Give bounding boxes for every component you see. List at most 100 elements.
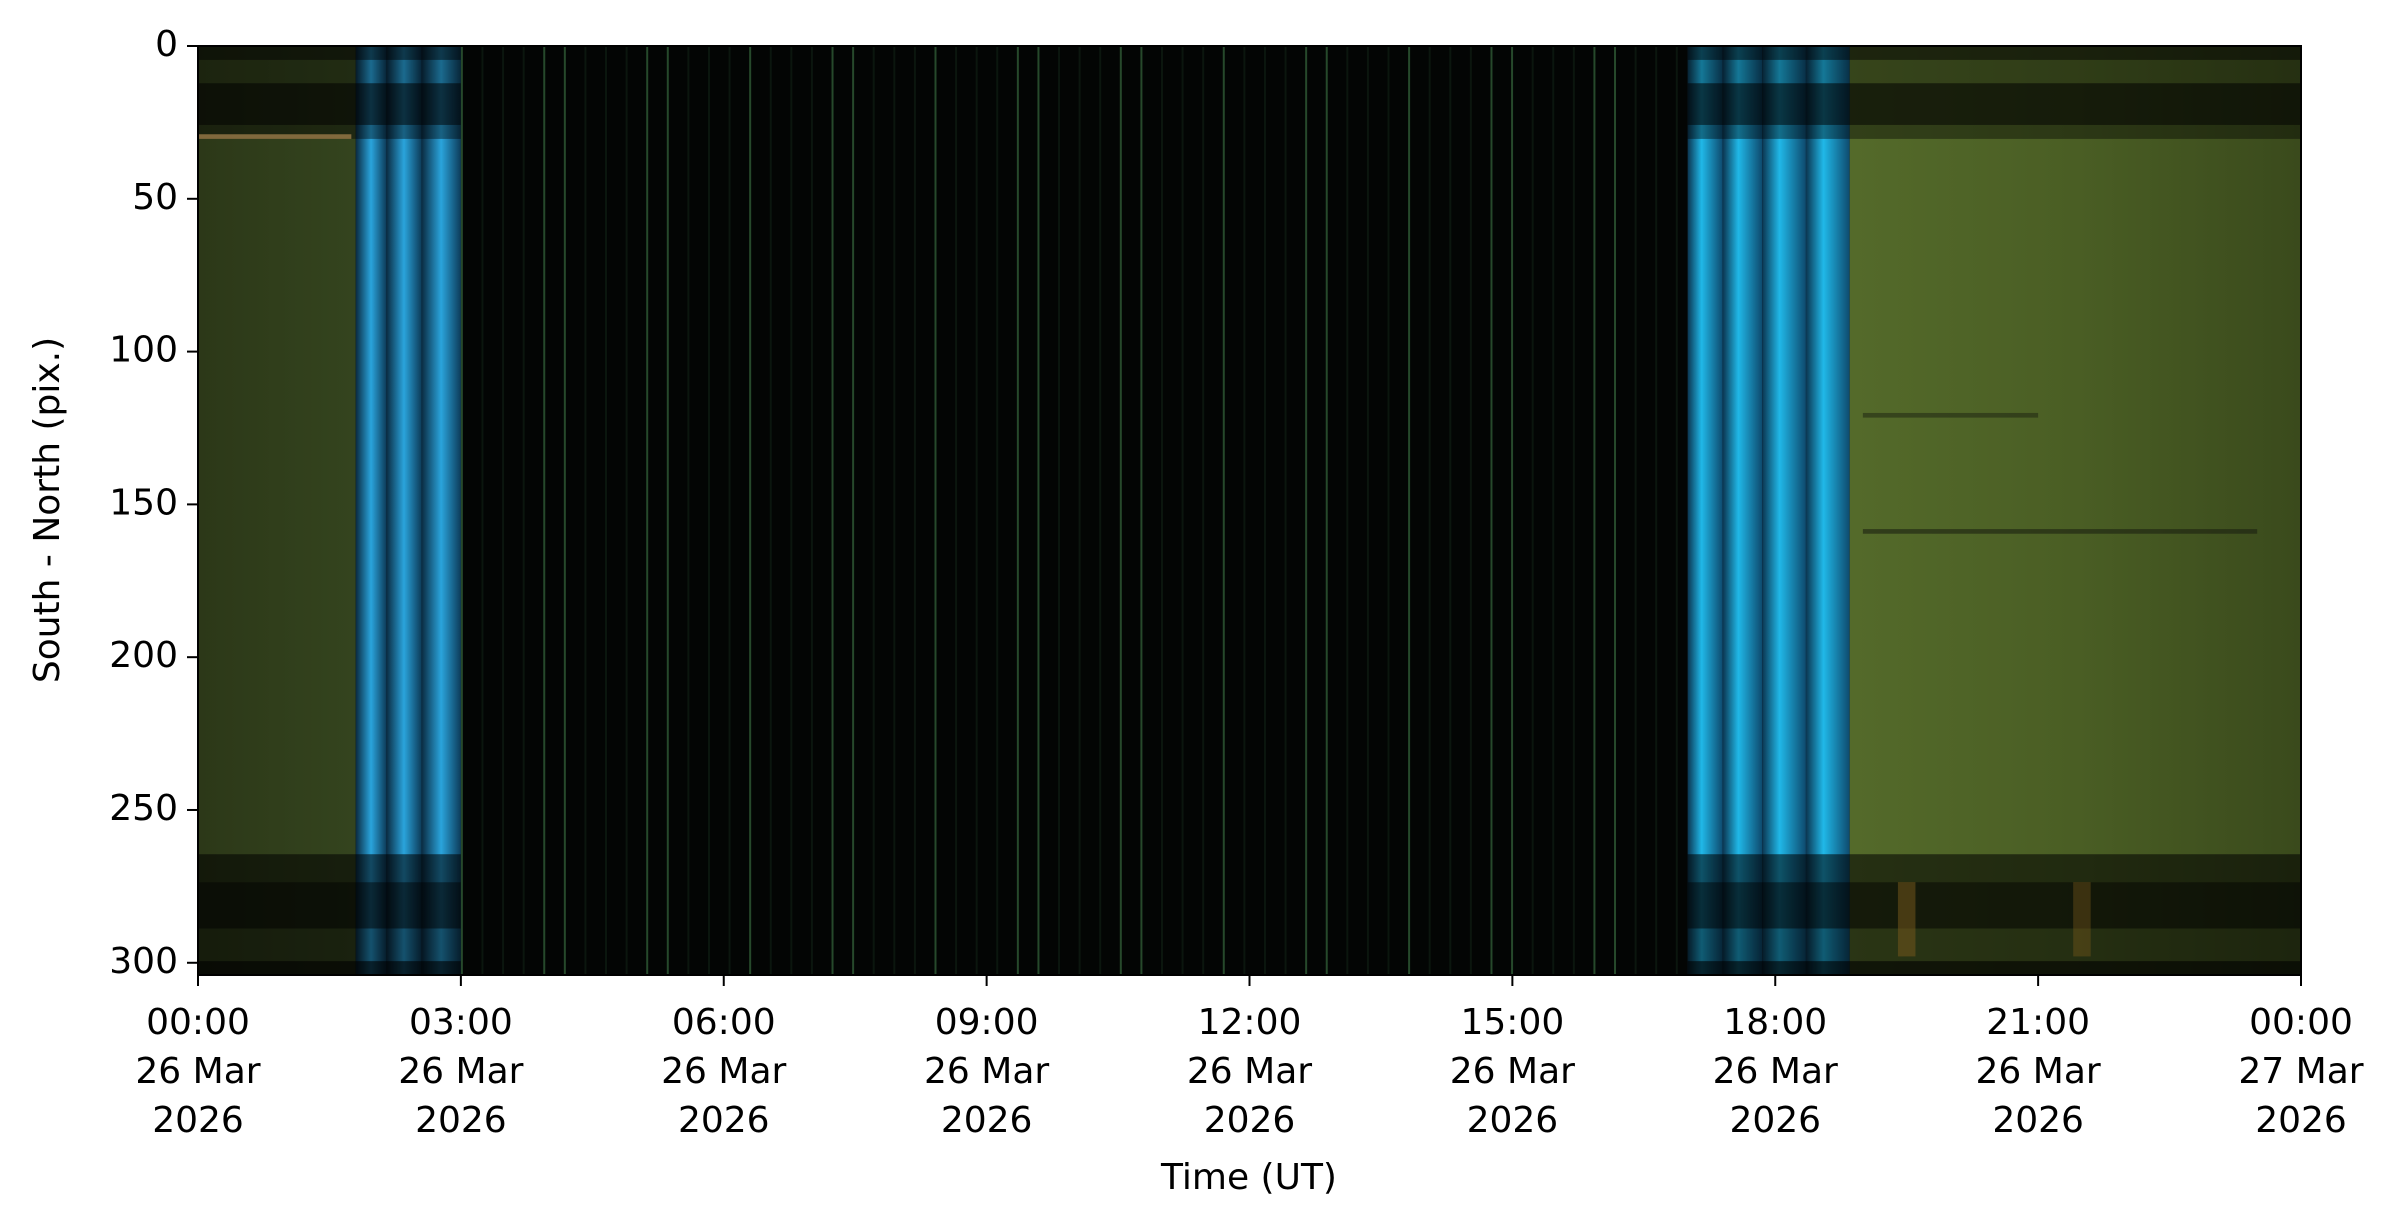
- image-stripe: [1181, 46, 1184, 975]
- image-region: [1687, 83, 2301, 125]
- image-stripe: [1428, 46, 1431, 975]
- x-axis-label: Time (UT): [1160, 1157, 1337, 1198]
- image-stripe: [1263, 46, 1266, 975]
- image-region: [198, 83, 461, 125]
- image-region: [355, 46, 387, 975]
- y-tick-label: 150: [109, 482, 178, 523]
- image-region: [1897, 882, 1916, 957]
- keogram-image: [198, 46, 2301, 975]
- image-stripe: [543, 46, 546, 975]
- image-region: [1862, 412, 2039, 418]
- image-stripe: [1655, 46, 1658, 975]
- y-axis-label: South - North (pix.): [27, 337, 68, 683]
- image-stripe: [1078, 46, 1081, 975]
- y-tick-label: 0: [155, 24, 178, 65]
- image-region: [1762, 46, 1806, 975]
- image-stripe: [1531, 46, 1534, 975]
- image-stripe: [790, 46, 793, 975]
- image-region: [1687, 124, 2301, 139]
- image-stripe: [1346, 46, 1349, 975]
- y-tick-label: 250: [109, 788, 178, 829]
- image-region: [1687, 882, 2301, 929]
- image-stripe: [913, 46, 916, 975]
- x-tick-label: 06:00 26 Mar 2026: [661, 1002, 786, 1141]
- image-stripe: [893, 46, 896, 975]
- image-region: [1687, 961, 2301, 975]
- image-stripe: [769, 46, 772, 975]
- image-region: [2073, 882, 2091, 957]
- y-tick-label: 100: [109, 330, 178, 371]
- image-region: [198, 59, 461, 84]
- image-region: [198, 46, 461, 60]
- image-region: [198, 134, 352, 139]
- image-stripe: [1016, 46, 1019, 975]
- image-stripe: [955, 46, 958, 975]
- image-stripe: [1469, 46, 1472, 975]
- image-stripe: [1675, 46, 1678, 975]
- image-stripe: [1593, 46, 1596, 975]
- image-region: [198, 961, 461, 975]
- image-stripe: [707, 46, 710, 975]
- image-stripe: [646, 46, 649, 975]
- image-stripe: [1634, 46, 1637, 975]
- image-region: [198, 928, 461, 962]
- image-stripe: [1366, 46, 1369, 975]
- image-stripe: [1552, 46, 1555, 975]
- image-stripe: [563, 46, 566, 975]
- image-stripe: [605, 46, 608, 975]
- image-stripe: [1099, 46, 1102, 975]
- image-region: [1687, 46, 2301, 60]
- image-stripe: [1305, 46, 1308, 975]
- image-region: [198, 854, 461, 883]
- x-tick-label: 12:00 26 Mar 2026: [1187, 1002, 1312, 1141]
- image-stripe: [1222, 46, 1225, 975]
- image-stripe: [749, 46, 752, 975]
- image-region: [1687, 59, 2301, 84]
- image-stripe: [1160, 46, 1163, 975]
- x-tick-label: 00:00 26 Mar 2026: [135, 1002, 260, 1141]
- image-stripe: [1325, 46, 1328, 975]
- image-stripe: [852, 46, 855, 975]
- image-stripe: [1058, 46, 1061, 975]
- image-region: [421, 46, 461, 975]
- image-stripe: [522, 46, 525, 975]
- image-stripe: [481, 46, 484, 975]
- image-region: [198, 46, 356, 975]
- image-stripe: [810, 46, 813, 975]
- image-stripe: [1511, 46, 1514, 975]
- image-region: [1687, 928, 2301, 962]
- image-stripe: [831, 46, 834, 975]
- image-stripe: [1614, 46, 1617, 975]
- image-region: [386, 46, 422, 975]
- x-tick-label: 03:00 26 Mar 2026: [398, 1002, 523, 1141]
- image-region: [1805, 46, 1850, 975]
- image-stripe: [687, 46, 690, 975]
- image-stripe: [1408, 46, 1411, 975]
- x-tick-label: 15:00 26 Mar 2026: [1450, 1002, 1575, 1141]
- image-stripe: [584, 46, 587, 975]
- y-tick-label: 50: [132, 177, 178, 218]
- y-tick-label: 200: [109, 635, 178, 676]
- image-stripe: [1572, 46, 1575, 975]
- x-tick-label: 18:00 26 Mar 2026: [1713, 1002, 1838, 1141]
- image-stripe: [975, 46, 978, 975]
- x-tick-label: 00:00 27 Mar 2026: [2238, 1002, 2363, 1141]
- axes: 0 50 100 150 200 250 300 00:00 26 Mar 2026 03:00 26…: [109, 24, 2363, 1141]
- image-stripe: [1387, 46, 1390, 975]
- image-stripe: [1037, 46, 1040, 975]
- image-stripe: [934, 46, 937, 975]
- image-stripe: [625, 46, 628, 975]
- y-tick-label: 300: [109, 941, 178, 982]
- image-stripe: [1284, 46, 1287, 975]
- image-region: [1849, 46, 2301, 975]
- image-stripe: [666, 46, 669, 975]
- image-stripe: [1140, 46, 1143, 975]
- image-stripe: [1243, 46, 1246, 975]
- image-stripe: [460, 46, 463, 975]
- image-stripe: [1490, 46, 1493, 975]
- image-region: [1687, 854, 2301, 883]
- image-stripe: [1202, 46, 1205, 975]
- image-stripe: [1449, 46, 1452, 975]
